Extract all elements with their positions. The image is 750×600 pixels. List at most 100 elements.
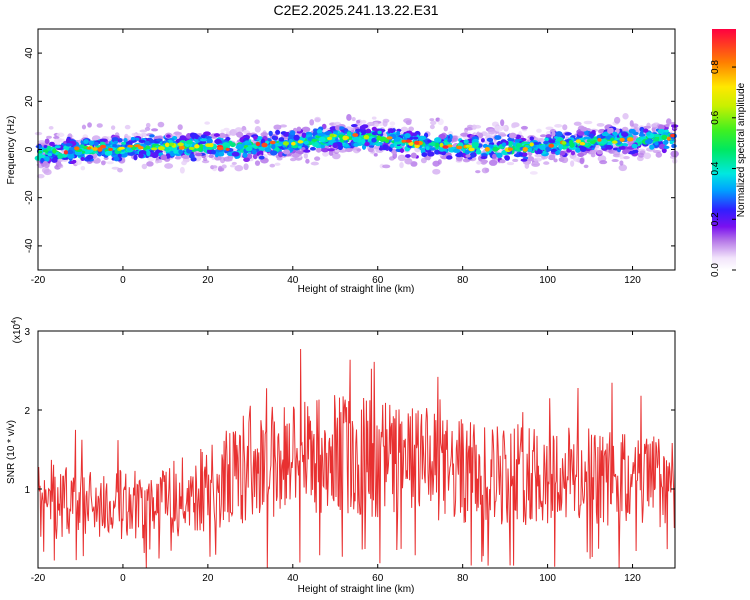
spectrogram-cell: [145, 122, 151, 128]
spectrogram-cell: [638, 133, 646, 137]
spectrogram-hotspot: [329, 133, 335, 138]
spectrogram-cell: [201, 159, 210, 164]
spectrogram-cell: [663, 139, 669, 145]
spectrogram-cell: [322, 151, 329, 157]
spectrogram-cell: [432, 168, 441, 175]
spectrogram-cell: [242, 152, 248, 158]
spectrogram-cell: [80, 156, 85, 162]
spectrogram-cell: [619, 160, 624, 166]
spectrogram-hotspot: [352, 133, 359, 137]
spectrogram-cell: [481, 167, 489, 174]
spectrogram-cell: [231, 161, 237, 165]
spectrogram-cell: [138, 139, 146, 144]
spectrogram-cell: [353, 142, 360, 147]
spectrogram-cell: [410, 152, 417, 159]
spectrogram-hotspot: [63, 150, 69, 155]
spectrogram-cell: [47, 152, 53, 157]
spectrogram-cell: [491, 121, 499, 127]
spectrogram-cell: [278, 137, 285, 142]
spectrogram-cell: [377, 130, 382, 135]
spectrogram-cell: [482, 143, 488, 149]
spectrogram-hotspot: [127, 144, 134, 148]
spectrogram-cell: [56, 132, 65, 138]
spectrogram-cell: [331, 136, 336, 141]
spectrogram-cell: [289, 147, 294, 152]
spectrogram-cell: [403, 118, 412, 124]
spectrogram-cell: [228, 156, 233, 162]
spectrogram-cell: [657, 124, 665, 131]
spectrogram-cell: [644, 139, 653, 145]
spectrogram-cell: [545, 146, 552, 152]
spectrogram-y-ticks: -40 -20 0 20 40: [24, 47, 675, 253]
spectrogram-hotspot: [92, 147, 99, 151]
spectrogram-cell: [389, 143, 395, 148]
spectrogram-cell: [548, 154, 556, 160]
spectrogram-cell: [492, 146, 499, 152]
spectrogram-cell: [37, 150, 43, 154]
snr-frame: [37, 330, 676, 569]
snr-y-ticks: 1 2 3: [24, 327, 675, 496]
spectrogram-cell: [573, 121, 582, 126]
spectrogram-hotspot: [86, 146, 92, 150]
spectrogram-cell: [37, 174, 45, 179]
spectrogram-cell: [643, 152, 652, 160]
spectrogram-hotspot: [118, 146, 125, 150]
spectrogram-cell: [245, 146, 253, 152]
spectrogram-hotspot: [208, 142, 214, 148]
spectrogram-cell: [570, 160, 575, 167]
spectrogram-cell: [671, 143, 677, 149]
spectrogram-hotspot: [529, 142, 534, 147]
spectrogram-cell: [303, 140, 309, 145]
spectrogram-cell: [318, 136, 326, 143]
spectrogram-cell: [258, 146, 265, 151]
spectrogram-cell: [355, 128, 363, 132]
spectrogram-cell: [221, 164, 227, 169]
snr-ytick-label: 2: [24, 406, 30, 417]
spectrogram-cell: [515, 142, 523, 148]
spectrogram-cell: [400, 126, 409, 133]
spectrogram-cell: [83, 139, 89, 144]
spectrogram-cell: [260, 132, 269, 137]
snr-xtick-label: 80: [457, 573, 469, 584]
spectrogram-xtick-label: 40: [287, 275, 299, 286]
spectrogram-cell: [293, 134, 300, 141]
colorbar-ticks: 0.0 0.2 0.4 0.6 0.8: [710, 60, 736, 277]
spectrogram-cell: [361, 138, 366, 145]
spectrogram-cell: [225, 136, 231, 141]
spectrogram-hotspot: [579, 142, 586, 146]
spectrogram-cell: [500, 119, 505, 127]
spectrogram-cell: [590, 153, 596, 158]
spectrogram-cell: [395, 130, 401, 136]
colorbar-tick-label: 0.4: [710, 161, 721, 175]
spectrogram-cell: [218, 132, 226, 139]
spectrogram-cell: [113, 156, 120, 162]
colorbar: 0.0 0.2 0.4 0.6 0.8 Normalized spectral ampl…: [710, 29, 747, 277]
spectrogram-cell: [399, 148, 405, 153]
spectrogram-hotspot: [561, 140, 567, 145]
spectrogram-cell: [421, 152, 428, 157]
spectrogram-hotspot: [178, 145, 185, 150]
spectrogram-cell: [151, 128, 159, 132]
spectrogram-cell: [106, 161, 114, 165]
spectrogram-panel: -20 0 20 40 60 80 100 120 -40 -20 0 20 40 Height of…: [6, 28, 679, 295]
spectrogram-cell: [564, 132, 572, 136]
spectrogram-hotspot: [74, 146, 80, 151]
spectrogram-cell: [350, 123, 358, 128]
spectrogram-cell: [149, 139, 155, 144]
spectrogram-cell: [365, 128, 372, 134]
spectrogram-cell: [269, 163, 276, 168]
spectrogram-cell: [447, 138, 453, 143]
spectrogram-hotspot: [342, 135, 348, 141]
spectrogram-cell: [480, 138, 485, 143]
spectrogram-cell: [464, 127, 474, 131]
spectrogram-ytick-label: 20: [24, 95, 35, 107]
snr-xtick-label: -20: [31, 573, 46, 584]
spectrogram-cell: [394, 140, 402, 145]
spectrogram-cell: [80, 144, 85, 148]
spectrogram-hotspot: [522, 146, 528, 152]
spectrogram-cell: [156, 159, 163, 164]
spectrogram-hotspot: [282, 141, 289, 146]
spectrogram-hotspot: [404, 139, 412, 143]
spectrogram-cell: [46, 135, 52, 139]
spectrogram-cell: [622, 112, 629, 120]
